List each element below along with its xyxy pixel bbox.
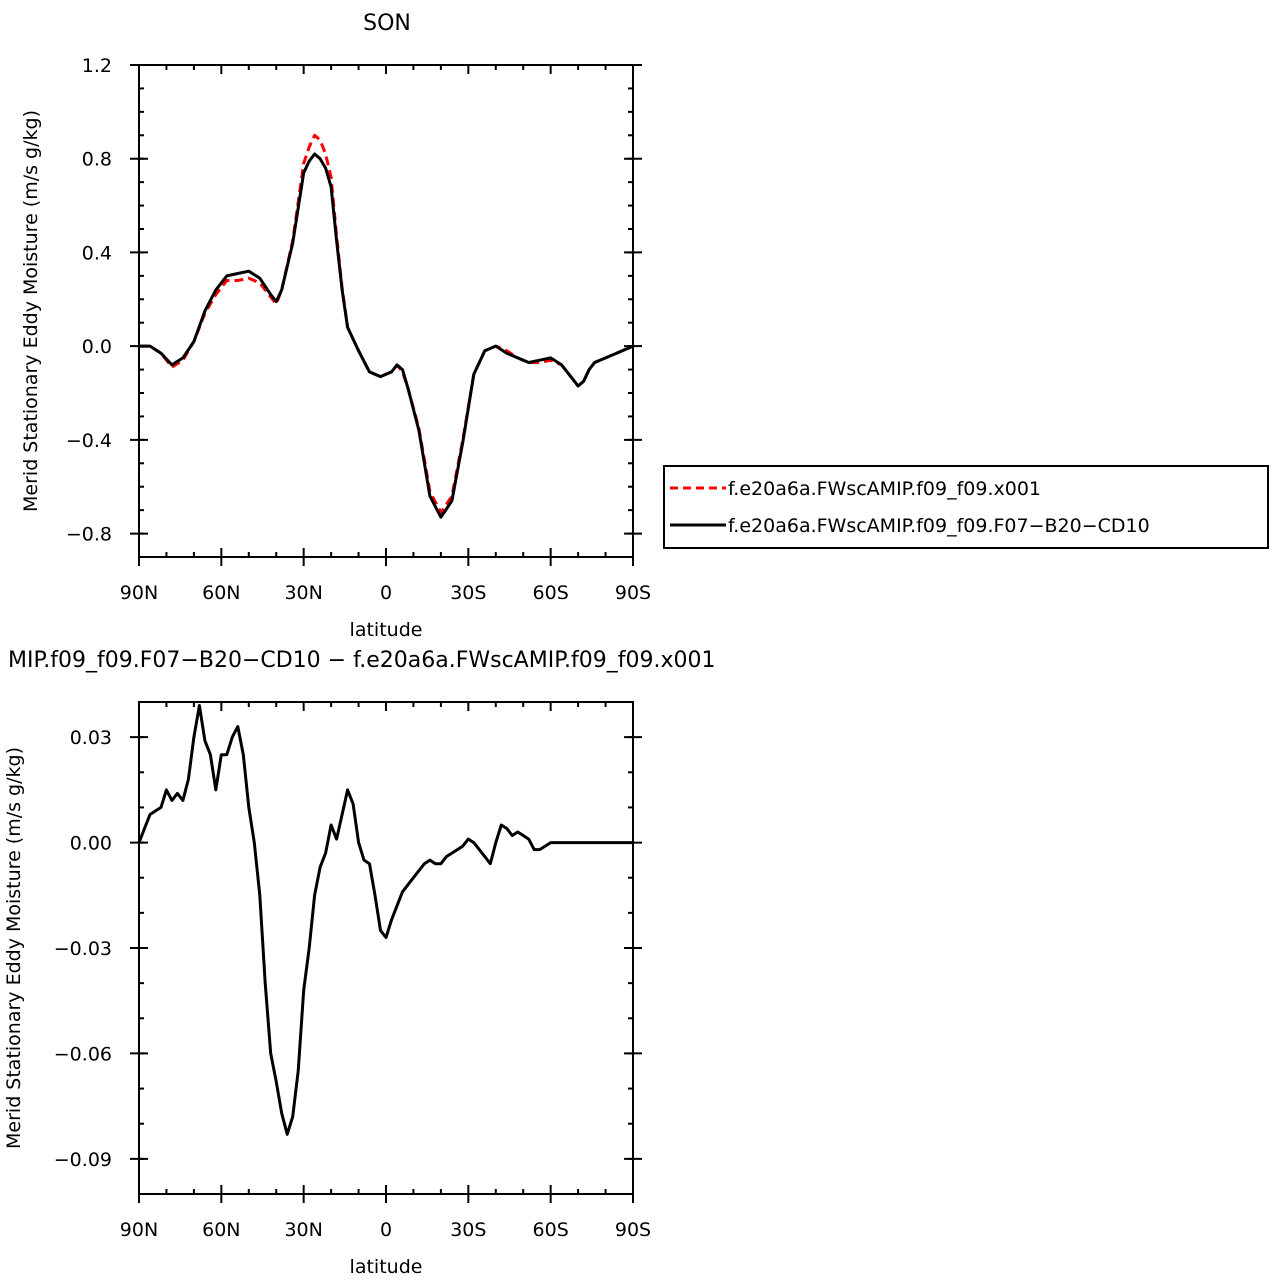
bottom-series-lines xyxy=(137,704,633,1136)
top-series-line-1 xyxy=(139,152,634,519)
top-x-tick-label: 90N xyxy=(120,582,158,604)
legend-box xyxy=(663,465,1269,549)
bottom-x-tick-label: 90N xyxy=(120,1219,158,1241)
top-x-tick-label: 30S xyxy=(450,582,486,604)
bottom-x-tick-label: 60N xyxy=(202,1219,240,1241)
top-x-tick-label: 60N xyxy=(202,582,240,604)
top-series-lines xyxy=(139,133,634,519)
legend-label-cd10: f.e20a6a.FWscAMIP.f09_f09.F07−B20−CD10 xyxy=(728,515,1150,537)
legend-label-x001: f.e20a6a.FWscAMIP.f09_f09.x001 xyxy=(728,478,1041,500)
top-y-axis-label: Merid Stationary Eddy Moisture (m/s g/kg… xyxy=(20,110,42,512)
bottom-y-tick-label: 0.00 xyxy=(70,833,112,855)
bottom-x-tick-label: 90S xyxy=(615,1219,651,1241)
top-y-tick-label: −0.4 xyxy=(66,430,112,452)
top-x-tick-label: 60S xyxy=(533,582,569,604)
top-x-axis-label: latitude xyxy=(350,619,423,641)
bottom-panel-title: MIP.f09_f09.F07−B20−CD10 − f.e20a6a.FWsc… xyxy=(8,648,716,673)
top-panel: SON latitude Merid Stationary Eddy Moist… xyxy=(20,11,651,641)
top-x-tick-label: 0 xyxy=(380,582,392,604)
top-panel-title: SON xyxy=(363,11,411,36)
bottom-y-tick-label: 0.03 xyxy=(70,727,112,749)
bottom-x-tick-label: 30S xyxy=(450,1219,486,1241)
top-series-line-0 xyxy=(139,133,634,514)
bottom-x-axis-label: latitude xyxy=(350,1256,423,1278)
bottom-axis-ticks xyxy=(130,701,642,1203)
bottom-x-tick-label: 30N xyxy=(284,1219,322,1241)
top-y-tick-label: 0.0 xyxy=(82,336,112,358)
bottom-x-tick-labels: 90N 60N 30N 0 30S 60S 90S xyxy=(120,1219,651,1241)
bottom-y-axis-label: Merid Stationary Eddy Moisture (m/s g/kg… xyxy=(3,747,25,1149)
bottom-y-tick-label: −0.06 xyxy=(54,1043,112,1065)
top-y-tick-label: −0.8 xyxy=(66,524,112,546)
bottom-x-tick-label: 60S xyxy=(533,1219,569,1241)
top-y-tick-labels: 1.2 0.8 0.4 0.0 −0.4 −0.8 xyxy=(66,55,112,546)
top-plot-frame xyxy=(138,64,634,558)
bottom-y-tick-label: −0.03 xyxy=(54,938,112,960)
top-y-tick-label: 1.2 xyxy=(82,55,112,77)
bottom-y-tick-labels: 0.03 0.00 −0.03 −0.06 −0.09 xyxy=(54,727,112,1171)
top-x-tick-labels: 90N 60N 30N 0 30S 60S 90S xyxy=(120,582,651,604)
bottom-x-tick-label: 0 xyxy=(380,1219,392,1241)
bottom-series-line-0 xyxy=(137,704,633,1136)
legend: f.e20a6a.FWscAMIP.f09_f09.x001 f.e20a6a.… xyxy=(663,465,1269,549)
top-axis-ticks xyxy=(130,64,642,566)
top-y-tick-label: 0.4 xyxy=(82,242,112,264)
top-x-tick-label: 30N xyxy=(284,582,322,604)
bottom-panel: MIP.f09_f09.F07−B20−CD10 − f.e20a6a.FWsc… xyxy=(3,648,716,1278)
bottom-y-tick-label: −0.09 xyxy=(54,1149,112,1171)
top-x-tick-label: 90S xyxy=(615,582,651,604)
top-y-tick-label: 0.8 xyxy=(82,149,112,171)
